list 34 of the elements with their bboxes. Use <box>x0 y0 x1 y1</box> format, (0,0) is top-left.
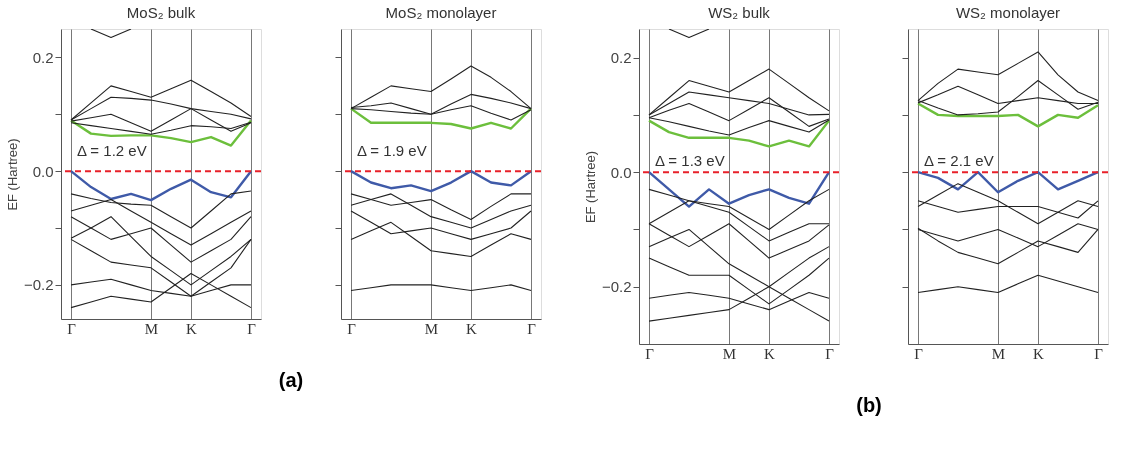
x-tick-label: M <box>144 320 159 337</box>
x-tick-label: K <box>764 345 776 362</box>
annotation: Δ = 2.1 eV <box>924 152 994 170</box>
y-tick-label: 0.2 <box>32 48 54 66</box>
x-tick-label: M <box>424 320 439 337</box>
y-tick-label: −0.2 <box>601 278 632 296</box>
x-tick-label: Γ <box>347 320 357 337</box>
chart-title: MoS₂ bulk <box>126 4 196 21</box>
x-tick-label: Γ <box>825 345 835 362</box>
x-tick-label: Γ <box>67 320 77 337</box>
chart-title: WS₂ bulk <box>708 4 771 21</box>
x-tick-label: M <box>991 345 1006 362</box>
x-tick-label: M <box>722 345 737 362</box>
y-tick-label: 0.2 <box>610 49 632 67</box>
text: (a) <box>278 369 304 391</box>
annotation: Δ = 1.9 eV <box>357 141 427 159</box>
x-tick-label: K <box>466 320 478 337</box>
x-tick-label: Γ <box>645 345 655 362</box>
x-tick-label: K <box>186 320 198 337</box>
y-tick-label: −0.2 <box>23 276 54 294</box>
y-tick-label: 0.0 <box>610 163 632 181</box>
y-tick-label: 0.0 <box>32 162 54 180</box>
annotation: Δ = 1.2 eV <box>77 141 147 159</box>
chart-title: MoS₂ monolayer <box>385 4 497 21</box>
text: (b) <box>856 394 882 416</box>
x-tick-label: Γ <box>914 345 924 362</box>
chart-title: WS₂ monolayer <box>955 4 1061 21</box>
x-tick-label: Γ <box>1094 345 1104 362</box>
annotation: Δ = 1.3 eV <box>655 152 725 170</box>
x-tick-label: Γ <box>527 320 537 337</box>
x-tick-label: Γ <box>247 320 257 337</box>
y-axis-title: EF (Hartree) <box>582 150 598 224</box>
x-tick-label: K <box>1033 345 1045 362</box>
y-axis-title: EF (Hartree) <box>4 138 20 211</box>
